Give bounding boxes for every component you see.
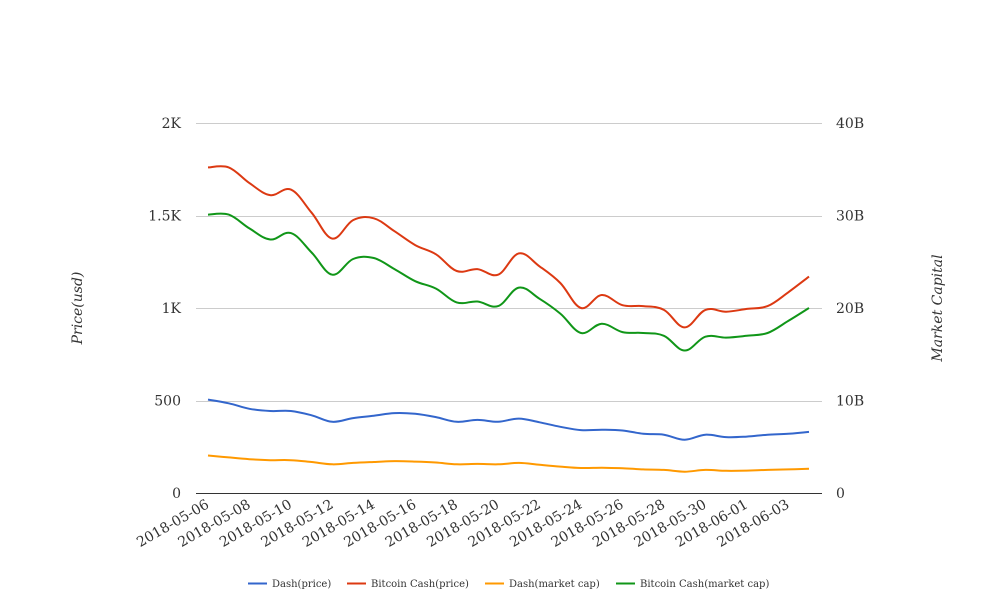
left-y-axis-title: Price(usd)	[70, 272, 86, 346]
legend-label: Dash(price)	[272, 579, 331, 590]
right-y-tick-label: 0	[836, 486, 845, 502]
legend-label: Bitcoin Cash(price)	[371, 579, 469, 590]
series-line-bitcoin-cash-market-cap	[207, 212, 810, 352]
legend-item-dash-market-cap[interactable]: Dash(market cap)	[485, 579, 600, 590]
left-y-axis-ticks: 0 500 1K 1.5K 2K	[148, 116, 181, 502]
right-y-tick-label: 30B	[836, 209, 864, 225]
legend-item-dash-price[interactable]: Dash(price)	[248, 579, 331, 590]
series-line-bitcoin-cash-price	[207, 165, 810, 329]
series-line-dash-price	[207, 398, 810, 441]
legend-item-bitcoin-cash-price[interactable]: Bitcoin Cash(price)	[347, 579, 469, 590]
legend[interactable]: Dash(price) Bitcoin Cash(price) Dash(marke…	[248, 579, 769, 590]
left-y-tick-label: 1K	[162, 301, 182, 317]
legend-label: Dash(market cap)	[509, 579, 600, 590]
grid-lines	[196, 123, 822, 402]
legend-item-bitcoin-cash-market-cap[interactable]: Bitcoin Cash(market cap)	[616, 579, 769, 590]
left-y-tick-label: 2K	[162, 116, 182, 132]
right-y-tick-label: 40B	[836, 116, 864, 132]
right-y-tick-label: 10B	[836, 394, 864, 410]
x-axis-ticks: 2018-05-062018-05-082018-05-102018-05-12…	[134, 497, 792, 551]
right-y-tick-label: 20B	[836, 301, 864, 317]
left-y-tick-label: 500	[154, 394, 181, 410]
left-y-tick-label: 0	[172, 486, 181, 502]
legend-label: Bitcoin Cash(market cap)	[640, 579, 769, 590]
series-lines	[207, 165, 810, 473]
right-y-axis-ticks: 0 10B 20B 30B 40B	[836, 116, 864, 502]
right-y-axis-title: Market Capital	[930, 254, 946, 362]
left-y-tick-label: 1.5K	[148, 209, 181, 225]
series-line-dash-market-cap	[207, 454, 810, 473]
